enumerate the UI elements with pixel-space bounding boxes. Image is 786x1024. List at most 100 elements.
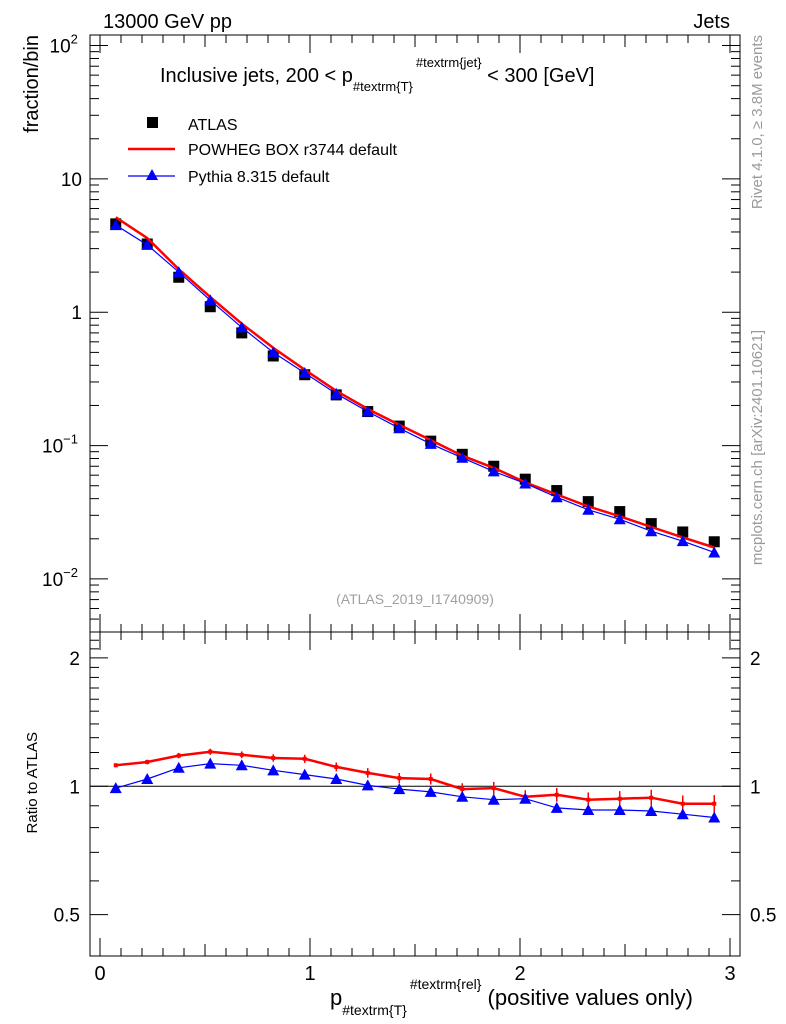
- series-layer: [109, 216, 721, 558]
- header-right: Jets: [693, 11, 730, 33]
- y-tick-label-exponent: 2: [71, 32, 78, 47]
- pythia-ratio-point: [204, 757, 217, 769]
- pythia-data-point: [267, 346, 280, 358]
- powheg-ratio-point: [649, 795, 654, 800]
- pythia-ratio-point: [645, 805, 658, 817]
- atlas-data-point: [204, 301, 216, 313]
- pythia-ratio-point: [582, 803, 595, 815]
- y-tick-label-exponent: −2: [63, 565, 78, 580]
- ratio-tick-label-left: 2: [69, 649, 80, 670]
- pythia-data-point: [424, 437, 437, 449]
- pythia-data-point: [361, 405, 374, 417]
- pythia-data-point: [519, 477, 532, 489]
- y-tick-label: 102: [50, 32, 78, 58]
- pythia-ratio-point: [235, 759, 248, 771]
- pythia-ratio-point: [267, 764, 280, 776]
- pythia-data-point: [613, 513, 626, 525]
- ratio-tick-label-right: 2: [750, 649, 761, 670]
- pythia-ratio-point: [172, 761, 185, 773]
- powheg-ratio-point: [176, 753, 181, 758]
- pythia-data-point: [204, 294, 217, 306]
- y-tick-label: 10: [61, 170, 82, 191]
- y-tick-label-base: 10: [42, 437, 63, 458]
- chart-title-tail: < 300 [GeV]: [482, 65, 595, 87]
- powheg-ratio-line: [115, 750, 715, 805]
- pythia-ratio-line: [115, 762, 715, 819]
- pythia-data-point: [109, 219, 122, 231]
- powheg-ratio-point: [365, 770, 370, 775]
- x-tick-label: 3: [724, 963, 735, 985]
- y-tick-label: 1: [71, 303, 82, 324]
- ratio-layer: [109, 748, 721, 823]
- chart-title-subscript: #textrm{T}: [353, 79, 414, 94]
- pythia-data-point: [582, 503, 595, 515]
- x-axis-label-subscript: #textrm{T}: [342, 1002, 407, 1018]
- legend-atlas-marker: [147, 117, 158, 128]
- pythia-ratio-point: [393, 783, 406, 795]
- atlas-data-point: [582, 496, 594, 508]
- powheg-ratio-point: [239, 752, 244, 757]
- pythia-data-point: [550, 491, 563, 503]
- y-tick-label-base: 10: [42, 570, 63, 591]
- powheg-ratio-point: [460, 787, 465, 792]
- legend: ATLAS POWHEG BOX r3744 default Pythia 8.…: [128, 117, 398, 186]
- ratio-y-axis-label: Ratio to ATLAS: [24, 732, 41, 833]
- side-label-top: Rivet 4.1.0, ≥ 3.8M events: [749, 35, 766, 209]
- powheg-line: [115, 216, 715, 549]
- atlas-data-point: [614, 506, 626, 518]
- pythia-data-point: [141, 238, 154, 250]
- pythia-ratio-point: [298, 768, 311, 780]
- atlas-data-point: [708, 536, 720, 548]
- ratio-tick-label-right: 0.5: [750, 906, 776, 927]
- powheg-ratio-point: [271, 755, 276, 760]
- powheg-ratio-point: [302, 756, 307, 761]
- legend-atlas-label: ATLAS: [188, 117, 238, 134]
- pythia-ratio-point: [676, 808, 689, 820]
- pythia-ratio-point: [613, 803, 626, 815]
- legend-pythia-marker: [146, 169, 158, 180]
- pythia-data-point: [172, 266, 185, 278]
- y-tick-label-exponent: −1: [63, 432, 78, 447]
- powheg-ratio-point: [334, 764, 339, 769]
- pythia-data-point: [708, 546, 721, 558]
- powheg-ratio-point: [586, 797, 591, 802]
- pythia-ratio-point: [550, 801, 563, 813]
- pythia-data-point: [393, 422, 406, 434]
- chart-title-superscript: #textrm{jet}: [416, 55, 482, 70]
- ratio-tick-label-right: 1: [750, 777, 761, 798]
- analysis-id: (ATLAS_2019_I1740909): [336, 591, 494, 607]
- atlas-data-point: [645, 518, 657, 530]
- atlas-data-point: [551, 485, 563, 497]
- x-axis-label-superscript: #textrm{rel}: [410, 976, 482, 992]
- x-tick-label: 1: [304, 963, 315, 985]
- powheg-ratio-point: [712, 801, 717, 806]
- pythia-data-point: [645, 525, 658, 537]
- ratio-axes: 0.5 0.5 1 1 2 2: [54, 639, 776, 957]
- pythia-ratio-point: [141, 773, 154, 785]
- x-axis-label-tail: (positive values only): [481, 985, 693, 1010]
- side-label-bottom: mcplots.cern.ch [arXiv:2401.10621]: [749, 330, 766, 565]
- powheg-ratio-point: [113, 763, 118, 768]
- powheg-ratio-point: [680, 801, 685, 806]
- pythia-data-point: [330, 387, 343, 399]
- atlas-data-point: [236, 327, 248, 339]
- pythia-ratio-point: [109, 782, 122, 794]
- atlas-data-point: [173, 271, 185, 283]
- y-axis-label: fraction/bin: [21, 35, 43, 133]
- pythia-ratio-point: [424, 785, 437, 797]
- ratio-tick-label-left: 0.5: [54, 906, 80, 927]
- ratio-tick-label-left: 1: [69, 777, 80, 798]
- pythia-data-point: [676, 535, 689, 547]
- powheg-ratio-point: [428, 777, 433, 782]
- pythia-ratio-point: [487, 793, 500, 805]
- y-tick-label-base: 10: [50, 37, 71, 58]
- pythia-ratio-point: [708, 811, 721, 823]
- legend-pythia-label: Pythia 8.315 default: [188, 169, 330, 186]
- pythia-ratio-point: [361, 779, 374, 791]
- x-axis-label: p#textrm{T}#textrm{rel} (positive values…: [330, 976, 693, 1018]
- atlas-data-point: [677, 526, 689, 538]
- pythia-ratio-point: [519, 792, 532, 804]
- y-tick-label: 10−2: [42, 565, 78, 591]
- pythia-data-point: [235, 321, 248, 333]
